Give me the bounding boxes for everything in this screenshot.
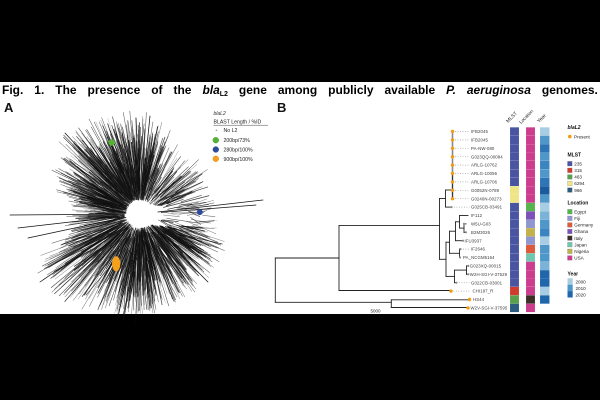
svg-text:blaL2: blaL2 bbox=[568, 125, 581, 131]
svg-text:Egypt: Egypt bbox=[574, 209, 586, 214]
svg-text:IF112: IF112 bbox=[471, 213, 483, 218]
svg-text:Year: Year bbox=[568, 272, 579, 278]
svg-text:Present: Present bbox=[574, 134, 591, 139]
svg-text:HS44: HS44 bbox=[473, 297, 485, 302]
svg-text:No L2: No L2 bbox=[224, 128, 238, 134]
svg-text:PA-NW-080: PA-NW-080 bbox=[471, 146, 495, 151]
svg-text:2000: 2000 bbox=[576, 280, 587, 285]
svg-text:G0240N-00273: G0240N-00273 bbox=[471, 196, 502, 201]
svg-text:PA_NCGM5164: PA_NCGM5164 bbox=[463, 255, 495, 260]
svg-text:966: 966 bbox=[574, 188, 582, 193]
svg-text:Japan: Japan bbox=[574, 242, 587, 247]
svg-text:BLAST Length / %ID: BLAST Length / %ID bbox=[214, 120, 262, 126]
svg-text:5000: 5000 bbox=[370, 309, 381, 314]
svg-text:G025CB-03491: G025CB-03491 bbox=[471, 205, 503, 210]
svg-text:B2M3026: B2M3026 bbox=[471, 230, 491, 235]
svg-text:6294: 6294 bbox=[574, 181, 585, 186]
svg-text:ARLG-10706: ARLG-10706 bbox=[471, 180, 498, 185]
svg-text:ARLG-10762: ARLG-10762 bbox=[471, 163, 498, 168]
svg-text:G023XQ-00015: G023XQ-00015 bbox=[470, 264, 502, 269]
svg-text:G023QQ-00084: G023QQ-00084 bbox=[471, 154, 503, 159]
svg-text:IFB2045: IFB2045 bbox=[471, 138, 488, 143]
svg-text:IFU3937: IFU3937 bbox=[465, 238, 483, 243]
svg-text:blaL2: blaL2 bbox=[214, 111, 226, 117]
svg-text:G022CB-03001: G022CB-03001 bbox=[471, 280, 503, 285]
svg-text:IF2646: IF2646 bbox=[471, 247, 485, 252]
svg-text:235: 235 bbox=[574, 161, 582, 166]
svg-text:IFB2045: IFB2045 bbox=[471, 129, 488, 134]
svg-text:G0052N-0789: G0052N-0789 bbox=[471, 188, 500, 193]
svg-text:2010: 2010 bbox=[576, 286, 587, 291]
svg-text:USA: USA bbox=[574, 256, 584, 261]
svg-text:ARLG-10056: ARLG-10056 bbox=[471, 171, 498, 176]
svg-text:Location: Location bbox=[568, 201, 589, 207]
svg-text:463: 463 bbox=[574, 175, 582, 180]
svg-text:W2V-SGI-V-37595: W2V-SGI-V-37595 bbox=[471, 306, 508, 311]
svg-text:900bp/100%: 900bp/100% bbox=[224, 157, 254, 163]
svg-text:W2H-SGI-V-37529: W2H-SGI-V-37529 bbox=[470, 272, 508, 277]
svg-text:W5U-G03: W5U-G03 bbox=[471, 222, 491, 227]
svg-text:Italy: Italy bbox=[574, 236, 583, 241]
svg-text:2020: 2020 bbox=[576, 292, 587, 297]
svg-text:MLST: MLST bbox=[568, 153, 582, 159]
svg-text:Nigeria: Nigeria bbox=[574, 249, 589, 254]
svg-text:200bp/73%: 200bp/73% bbox=[224, 138, 251, 144]
svg-text:Germany: Germany bbox=[574, 223, 594, 228]
svg-text:Year: Year bbox=[536, 113, 548, 125]
svg-text:CHI197_R: CHI197_R bbox=[473, 289, 494, 294]
svg-text:MLST: MLST bbox=[505, 111, 519, 125]
svg-text:315: 315 bbox=[574, 168, 582, 173]
svg-text:Location: Location bbox=[518, 108, 534, 124]
svg-text:280bp/100%: 280bp/100% bbox=[224, 148, 254, 154]
svg-text:Fiji: Fiji bbox=[574, 216, 580, 221]
svg-text:Ghana: Ghana bbox=[574, 229, 588, 234]
